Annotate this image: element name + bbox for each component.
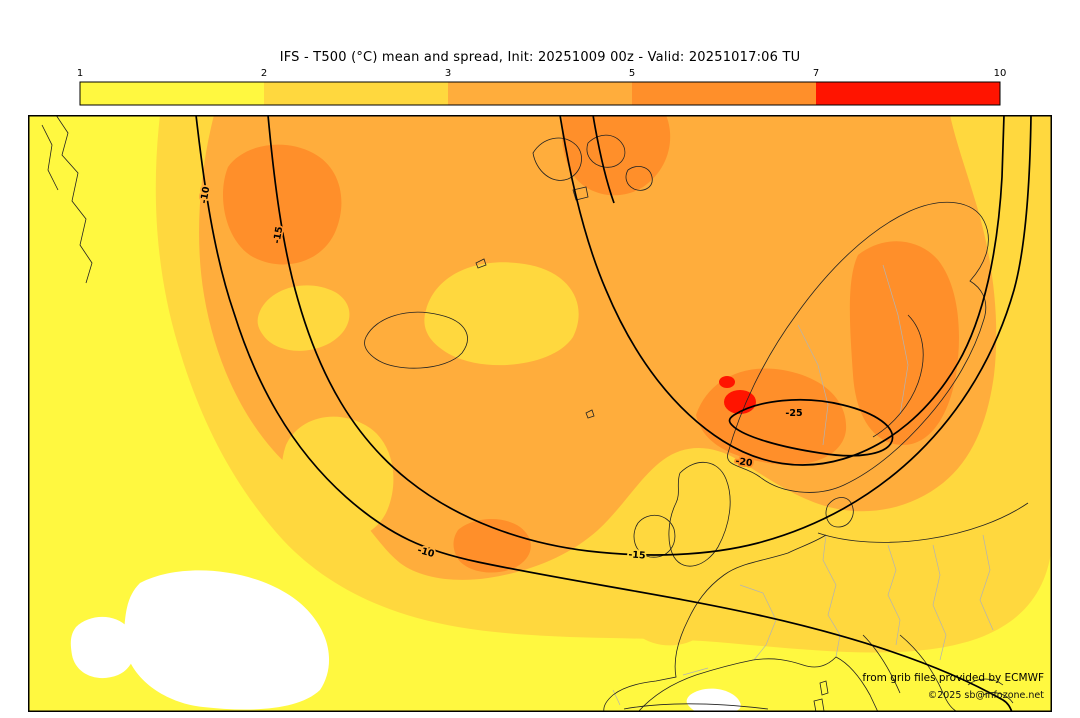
contour-label: -25	[785, 408, 802, 419]
coastline-greenland	[41, 115, 93, 284]
contour-label: -10	[416, 545, 436, 560]
country-border	[612, 667, 709, 706]
country-border	[932, 544, 947, 661]
contour-line-minus20	[559, 115, 1005, 466]
spread-region-2-3-south	[620, 559, 715, 646]
colorbar-segment-1-2	[80, 82, 264, 105]
spread-region-lt1-c	[686, 688, 741, 712]
coastline-svalbard	[532, 134, 653, 201]
country-border	[822, 534, 841, 658]
coastline-france-biscay	[603, 534, 827, 712]
coastline-uk	[668, 461, 731, 567]
country-border	[979, 534, 994, 631]
colorbar-tick: 3	[445, 68, 451, 79]
colorbar-tick: 7	[813, 68, 819, 79]
spread-region-5-7-east	[849, 241, 959, 445]
contour-label: -15	[272, 226, 286, 245]
colorbar-tick: 2	[261, 68, 267, 79]
coastline-mediterranean	[637, 634, 901, 712]
contour-lines	[195, 115, 1032, 712]
coastline-denmark-baltic	[817, 497, 1029, 543]
spread-region-5-7-north	[561, 115, 671, 196]
colorbar-segment-3-5	[448, 82, 632, 105]
colorbar: 1 2 3 5 7 10	[77, 68, 1007, 106]
country-border	[887, 544, 901, 646]
contour-fragment-north	[592, 115, 615, 204]
spread-region-lt1-a	[123, 570, 330, 710]
colorbar-tick: 10	[994, 68, 1007, 79]
country-borders	[612, 264, 994, 706]
colorbar-segment-5-7	[632, 82, 816, 105]
contour-line-minus25	[728, 398, 894, 457]
coastline-iceland	[364, 258, 595, 419]
spread-region-7-10-b	[719, 376, 735, 388]
coastline-scandinavia	[727, 201, 989, 493]
contour-label: -10	[199, 185, 213, 204]
contour-label: -20	[735, 456, 754, 469]
country-border	[739, 584, 777, 661]
contour-line-minus10	[195, 115, 1013, 712]
spread-region-lt1-b	[70, 616, 136, 679]
coastlines	[41, 115, 1029, 712]
country-border	[882, 264, 909, 416]
contour-line-minus15	[267, 115, 1032, 556]
contour-label: -15	[628, 549, 646, 561]
country-border	[797, 324, 829, 446]
colorbar-segment-2-3	[264, 82, 448, 105]
credits-copyright: ©2025 sb@infozone.net	[928, 690, 1045, 701]
spread-hole-2-3-sw	[281, 416, 394, 542]
colorbar-segment-7-10	[816, 82, 1000, 105]
spread-region-5-7-nw	[222, 144, 342, 265]
spread-hole-2-3-iceland	[424, 262, 579, 366]
colorbar-tick: 5	[629, 68, 635, 79]
map-frame	[28, 115, 1052, 712]
spread-region-7-10-a	[724, 390, 756, 414]
coastline-ireland	[633, 515, 676, 558]
map-canvas: -10 -15 -10 -15 -20 -25 from grib files …	[28, 115, 1052, 712]
contour-labels: -10 -15 -10 -15 -20 -25	[197, 184, 805, 564]
credits-source: from grib files provided by ECMWF	[862, 672, 1044, 684]
colorbar-tick: 1	[77, 68, 83, 79]
spread-region-5-7-center	[453, 519, 531, 573]
colorbar-frame	[79, 81, 1001, 106]
page-title: IFS - T500 (°C) mean and spread, Init: 2…	[279, 50, 801, 65]
